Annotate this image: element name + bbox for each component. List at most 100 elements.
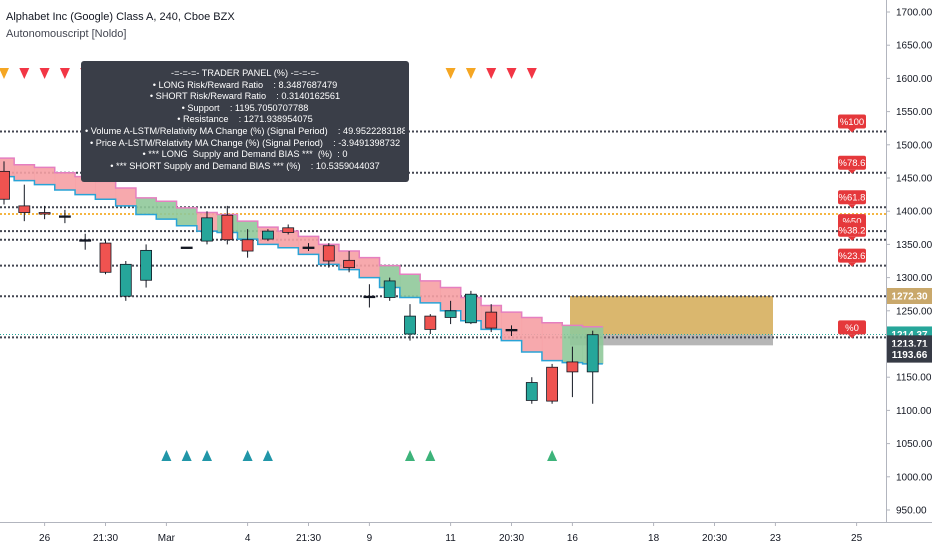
buy-signal-triangle (547, 450, 558, 461)
trader-panel: -=-=-=- TRADER PANEL (%) -=-=-=- • LONG … (81, 61, 409, 182)
time-tick-label: 16 (567, 533, 579, 544)
time-tick-label: 26 (39, 533, 51, 544)
trader-panel-line: • SHORT Risk/Reward Ratio : 0.3140162561 (149, 91, 341, 102)
candle-body (546, 366, 558, 402)
sell-signal-triangle (59, 68, 70, 79)
candle-body (59, 215, 71, 218)
sell-signal-triangle (486, 68, 497, 79)
price-tick-label: 1250.00 (896, 306, 932, 317)
time-tick-label: 20:30 (702, 533, 727, 544)
band-segment (54, 172, 76, 190)
price-tick-label: 1300.00 (896, 273, 932, 284)
chart-title: Alphabet Inc (Google) Class A, 240, Cboe… (6, 11, 235, 23)
fib-level-tag (838, 114, 866, 129)
price-tick-label: 1050.00 (896, 439, 932, 450)
fib-level-label: %50 (842, 217, 861, 228)
band-segment (135, 197, 157, 215)
trader-panel-line: • Support : 1195.7050707788 (181, 102, 309, 113)
time-tick-label: 18 (648, 533, 660, 544)
trader-panel-line: • LONG Risk/Reward Ratio : 8.3487687479 (152, 79, 338, 90)
price-tick-label: 1550.00 (896, 107, 932, 118)
fib-level-tag (838, 222, 866, 237)
fib-level-tag-pointer (848, 262, 856, 267)
sell-signal-triangle (445, 68, 456, 79)
fib-level-tag-pointer (848, 128, 856, 133)
sell-signal-triangle (526, 68, 537, 79)
fib-level-tag (838, 190, 866, 205)
buy-signal-triangle (161, 450, 172, 461)
time-tick-label: Mar (158, 533, 176, 544)
support-zone (570, 334, 773, 346)
price-axis-tag (887, 346, 932, 363)
sell-signal-triangle (0, 68, 9, 79)
fib-level-label: %61.8 (839, 193, 866, 204)
time-tick-label: 21:30 (296, 533, 321, 544)
buy-signal-triangle (405, 450, 415, 461)
price-tick-label: 1700.00 (896, 8, 932, 19)
buy-signal-triangle (242, 450, 253, 461)
candle-body (79, 239, 92, 242)
time-tick-label: 9 (367, 533, 373, 544)
fib-level-tag (838, 155, 866, 170)
band-segment (521, 317, 543, 352)
candle-body (525, 382, 538, 401)
sell-signal-triangle (465, 68, 476, 79)
price-tick-label: 1400.00 (896, 207, 932, 218)
candle-body (119, 263, 132, 297)
fib-level-tag-pointer (848, 204, 856, 209)
price-tick-label: 1600.00 (896, 74, 932, 85)
indicator-label[interactable]: Autonomouscript [Noldo] (6, 28, 127, 40)
fib-level-label: %100 (840, 117, 864, 128)
resistance-zone (570, 295, 773, 335)
candle-body (282, 227, 295, 233)
candle-body (241, 239, 254, 252)
time-tick-label: 21:30 (93, 533, 118, 544)
band-lower-line (0, 175, 603, 365)
band-segment (359, 257, 381, 278)
band-segment (95, 181, 117, 200)
band-segment (14, 164, 35, 181)
trader-panel-line: • Volume A-LSTM/Relativity MA Change (%)… (85, 125, 405, 136)
candle-body (485, 311, 498, 329)
price-tick-label: 1450.00 (896, 174, 932, 185)
candle-body (38, 212, 51, 215)
price-tick-label: 1100.00 (896, 406, 932, 417)
fib-level-tag (838, 248, 866, 263)
price-tick-label: 1350.00 (896, 240, 932, 251)
candle-body (505, 328, 518, 332)
band-segment (562, 325, 584, 363)
fib-level-tag (838, 320, 866, 335)
fib-level-label: %78.6 (839, 158, 866, 169)
band-segment (399, 274, 421, 298)
candle-body (201, 217, 213, 242)
band-segment (420, 280, 441, 303)
buy-signal-triangle (202, 450, 212, 461)
trader-panel-line: • Resistance : 1271.938954075 (177, 114, 313, 125)
candle-body (404, 315, 416, 335)
candle-body (140, 249, 153, 281)
candle-body (221, 214, 234, 241)
candle-body (180, 246, 193, 249)
price-tick-label: 1150.00 (896, 373, 932, 384)
candle-body (444, 310, 457, 318)
buy-signal-triangle (262, 450, 273, 461)
candle-body (343, 259, 356, 269)
fib-level-label: %0 (845, 323, 859, 334)
fib-level-tag-pointer (848, 334, 856, 339)
band-segment (278, 231, 299, 248)
price-axis-tag (887, 287, 932, 304)
candle-body (383, 280, 396, 298)
price-tick-label: 950.00 (896, 506, 927, 517)
band-segment (176, 207, 198, 226)
time-tick-label: 20:30 (499, 533, 524, 544)
price-axis-tag-label: 1272.30 (891, 291, 928, 302)
band-segment (440, 287, 462, 311)
candle-body (0, 170, 10, 200)
band-segment (115, 187, 137, 206)
price-axis-tag-label: 1193.66 (892, 350, 928, 361)
buy-signal-triangle (181, 450, 192, 461)
band-segment (541, 322, 563, 361)
fib-level-tag-pointer (848, 169, 856, 174)
